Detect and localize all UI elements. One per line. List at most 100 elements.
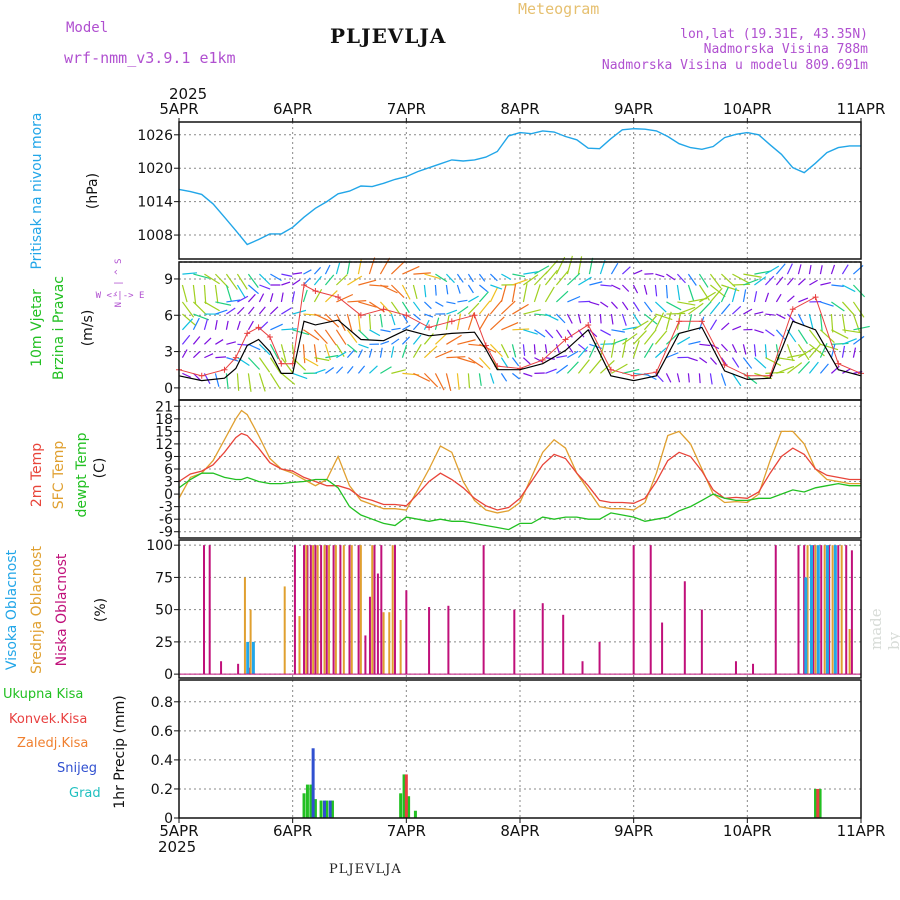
wind-arrow <box>336 293 354 303</box>
mid-cloud-bar <box>823 545 826 675</box>
model-label: Model <box>66 20 109 36</box>
wind-arrow <box>467 302 480 315</box>
wind-arrows <box>181 255 870 392</box>
wind-arrow <box>512 372 520 380</box>
wind-arrow <box>193 313 210 321</box>
mid-cloud-bar <box>334 545 337 675</box>
wind-arrow <box>358 301 377 308</box>
wind-arrow <box>302 344 306 364</box>
wind-arrow <box>731 373 742 387</box>
wind-arrow <box>808 343 822 359</box>
wind-arrow <box>600 284 612 287</box>
wind-arrow <box>457 299 468 303</box>
wind-arrow <box>380 284 398 294</box>
wind-arrow <box>787 295 795 303</box>
wind-arrow <box>204 301 220 312</box>
wind-arrow <box>247 306 255 315</box>
wind-arrow <box>567 350 579 359</box>
wind-arrow <box>446 301 456 305</box>
wind-arrow <box>237 295 249 303</box>
wind-arrow <box>808 313 814 330</box>
wind-arrow <box>478 357 491 370</box>
total-rain-bar <box>302 793 306 818</box>
wind-arrow <box>390 346 395 358</box>
wind-arrow <box>292 279 301 286</box>
legend-total-rain: Ukupna Kisa <box>3 687 84 702</box>
wind-arrow <box>676 373 681 383</box>
wind-arrow <box>413 372 431 382</box>
wind-arrow <box>600 301 609 308</box>
wind-arrow <box>456 313 462 330</box>
wind-arrow <box>797 313 805 327</box>
wind-arrow <box>765 329 775 337</box>
low-cloud-bar <box>393 545 396 675</box>
wind-arrow <box>258 357 271 373</box>
wind-arrow <box>358 279 377 286</box>
wind-arrow <box>434 373 445 391</box>
wind-arrow <box>489 299 503 315</box>
wind-arrow <box>599 314 602 324</box>
total-rain-bar <box>402 774 406 818</box>
gust-marker <box>198 372 205 379</box>
temp-ylabel-1: 2m Temp <box>29 443 45 507</box>
wind-arrow <box>709 273 722 289</box>
legend-hail: Grad <box>69 786 101 801</box>
wind-arrow <box>699 343 711 347</box>
low-cloud-bar <box>325 545 328 675</box>
wind-arrow <box>709 357 718 365</box>
wind-arrow <box>732 283 751 286</box>
footer-station: PLJEVLJA <box>329 862 402 877</box>
gust-marker <box>471 312 478 319</box>
wind-arrow <box>545 357 555 360</box>
wind-arrow <box>292 309 307 315</box>
wind-arrow <box>390 260 406 275</box>
mid-cloud-bar <box>840 545 843 675</box>
wind-arrow <box>742 344 747 355</box>
wind-arrow <box>555 329 563 339</box>
total-rain-bar <box>399 793 403 818</box>
wind-arrow <box>511 344 517 358</box>
wind-arrow <box>368 365 378 374</box>
low-cloud-bar <box>513 609 516 675</box>
wind-arrow <box>831 329 849 339</box>
wind-arrow <box>490 316 505 331</box>
wind-arrow <box>786 344 794 362</box>
wind-arrow <box>412 334 422 345</box>
wind-arrow <box>797 361 811 374</box>
wind-arrow <box>247 373 252 392</box>
wind-arrow <box>820 329 835 343</box>
wind-arrow <box>611 284 621 290</box>
mid-cloud-bar <box>249 609 252 675</box>
wind-arrow <box>709 301 721 315</box>
wind-tick-label: 0 <box>164 381 173 397</box>
wind-arrow <box>721 322 730 331</box>
wind-arrow <box>556 364 569 374</box>
cloud-tick-label: 50 <box>155 603 173 619</box>
coords-label: lon,lat (19.31E, 43.35N) <box>680 27 868 42</box>
wind-arrow <box>258 306 266 315</box>
wind-arrow <box>412 301 421 312</box>
wind-arrow <box>666 352 679 359</box>
wind-arrow <box>225 284 232 302</box>
wind-arrow <box>676 273 686 284</box>
x-tick-label-bottom: 6APR <box>273 822 312 840</box>
wind-arrow <box>511 357 520 367</box>
mid-cloud-bar <box>382 612 385 675</box>
wind-arrow <box>182 372 192 378</box>
wind-arrow <box>313 288 323 303</box>
wind-arrow <box>181 334 191 345</box>
legend-convective-rain: Konvek.Kisa <box>9 712 88 727</box>
wind-arrow <box>324 313 340 328</box>
mid-cloud-bar <box>283 586 286 675</box>
wind-arrow <box>292 272 303 275</box>
wind-arrow <box>269 373 281 390</box>
wind-arrow <box>732 273 750 284</box>
wind-arrow <box>798 297 809 303</box>
wind-arrow <box>655 301 667 313</box>
wind-arrow <box>457 339 476 345</box>
pressure-line <box>178 127 861 246</box>
total-rain-bar <box>325 800 329 818</box>
wind-arrow <box>434 332 448 345</box>
panel-frame <box>178 399 862 539</box>
wind-arrow <box>764 344 768 359</box>
